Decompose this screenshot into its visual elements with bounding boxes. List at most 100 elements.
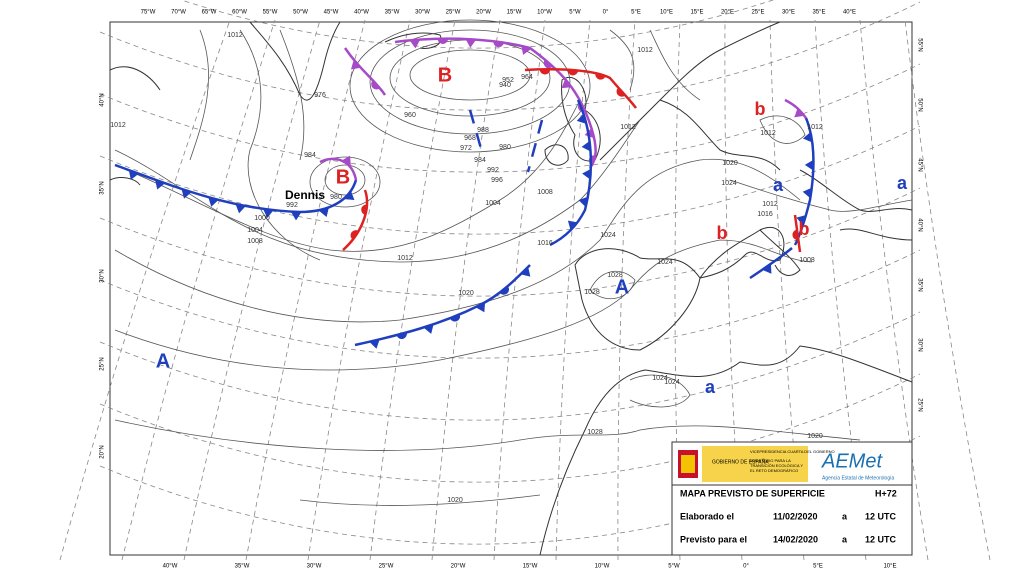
row-label: Previsto para el — [680, 534, 747, 544]
isobar-label: 976 — [314, 92, 326, 99]
row-date: 14/02/2020 — [773, 534, 818, 544]
front-symbol — [794, 107, 805, 118]
isobar-label: 1008 — [537, 189, 553, 196]
meridian — [904, 19, 991, 561]
front-symbol — [361, 204, 368, 215]
pressure-system: a — [773, 175, 784, 195]
front-symbol — [802, 187, 813, 199]
longitude-label: 10°W — [537, 10, 552, 16]
front-symbol — [520, 266, 531, 277]
longitude-label: 15°W — [507, 10, 522, 16]
meridian — [555, 19, 591, 561]
isobar-label: 952 — [502, 77, 514, 84]
row-sep: a — [842, 511, 848, 521]
fronts — [114, 37, 815, 349]
latitude-label: 20°N — [100, 445, 106, 458]
longitude-label: 20°E — [721, 10, 734, 16]
latitude-label: 40°N — [916, 218, 922, 231]
vice-text: VICEPRESIDENCIA CUARTA DEL GOBIERNO — [750, 449, 835, 454]
front-symbol — [341, 155, 351, 166]
longitude-label: 70°W — [171, 10, 186, 16]
front-symbol — [761, 263, 772, 274]
pressure-system: B — [438, 64, 452, 86]
front-symbol — [475, 302, 486, 313]
isobar-label: 1012 — [227, 32, 243, 39]
longitude-label: 15°W — [523, 564, 538, 570]
front-symbol — [796, 215, 807, 226]
longitude-label: 40°W — [354, 10, 369, 16]
isobar-label: 1020 — [722, 160, 738, 167]
meridian — [859, 19, 929, 561]
front-symbol — [465, 38, 477, 48]
row-time: 12 UTC — [865, 534, 897, 544]
agency-text: Agencia Estatal de Meteorología — [822, 475, 894, 481]
isobar-label: 964 — [521, 74, 533, 81]
latitude-label: 25°N — [100, 357, 106, 370]
latitude-label: 35°N — [100, 181, 106, 194]
isobar-label: 980 — [330, 194, 342, 201]
isobar-label: 1028 — [587, 429, 603, 436]
isobar-label: 988 — [477, 127, 489, 134]
latitude-label: 45°N — [916, 158, 922, 171]
front-symbol — [350, 230, 360, 240]
isobar-label: 1016 — [537, 240, 553, 247]
coastlines — [109, 21, 913, 556]
longitude-label: 25°W — [446, 10, 461, 16]
isobar-label: 1020 — [458, 290, 474, 297]
isobar-label: 984 — [304, 152, 316, 159]
isobar-label: 992 — [487, 167, 499, 174]
isobar-label: 1028 — [607, 272, 623, 279]
meridian — [245, 19, 366, 561]
meridian — [369, 19, 456, 561]
front-symbol — [521, 44, 532, 55]
front-symbol — [437, 38, 449, 44]
longitude-label: 45°W — [324, 10, 339, 16]
front-symbol — [802, 131, 813, 143]
isobar-label: 980 — [499, 144, 511, 151]
longitude-label: 55°W — [263, 10, 278, 16]
longitude-label: 10°E — [660, 10, 673, 16]
legend-box: GOBIERNO DE ESPAÑA VICEPRESIDENCIA CUART… — [671, 441, 913, 556]
front-symbol — [499, 285, 509, 295]
coat-of-arms-inner — [681, 455, 695, 473]
longitude-label: 5°W — [668, 564, 680, 570]
longitude-label: 35°W — [385, 10, 400, 16]
lead-time: H+72 — [875, 488, 897, 498]
isobar-label: 1008 — [247, 238, 263, 245]
front-line — [526, 119, 544, 173]
front-symbol — [539, 69, 551, 75]
front-symbol — [369, 339, 380, 349]
longitude-label: 5°E — [631, 10, 641, 16]
front-symbol — [181, 188, 192, 199]
front-line — [749, 247, 793, 280]
front-line — [468, 109, 484, 153]
storm-name: Dennis — [285, 188, 325, 202]
longitude-label: 40°E — [843, 10, 856, 16]
front-symbol — [493, 40, 504, 48]
front-symbol — [582, 168, 592, 180]
legend-title: MAPA PREVISTO DE SUPERFICIE — [680, 488, 825, 498]
latitude-label: 25°N — [916, 398, 922, 411]
row-label: Elaborado el — [680, 511, 734, 521]
front-symbol — [235, 203, 247, 214]
longitude-label: 5°W — [569, 10, 581, 16]
front-symbol — [792, 229, 799, 241]
longitude-label: 0° — [603, 10, 609, 16]
front-symbol — [344, 190, 355, 201]
front-symbol — [262, 208, 274, 218]
isobar-label: 1020 — [447, 497, 463, 504]
meridian — [493, 19, 546, 561]
longitude-label: 35°W — [235, 564, 250, 570]
pressure-system: a — [705, 377, 716, 397]
front-symbol — [616, 87, 626, 97]
isobar-label: 1012 — [110, 122, 126, 129]
longitude-label: 20°W — [451, 564, 466, 570]
front-symbol — [318, 206, 329, 217]
isobar-label: 1020 — [807, 433, 823, 440]
front-symbol — [561, 78, 572, 89]
longitude-label: 65°W — [202, 10, 217, 16]
front-symbol — [567, 69, 579, 76]
front-symbol — [567, 220, 579, 231]
latitude-label: 35°N — [916, 278, 922, 291]
isobar-label: 984 — [474, 157, 486, 164]
